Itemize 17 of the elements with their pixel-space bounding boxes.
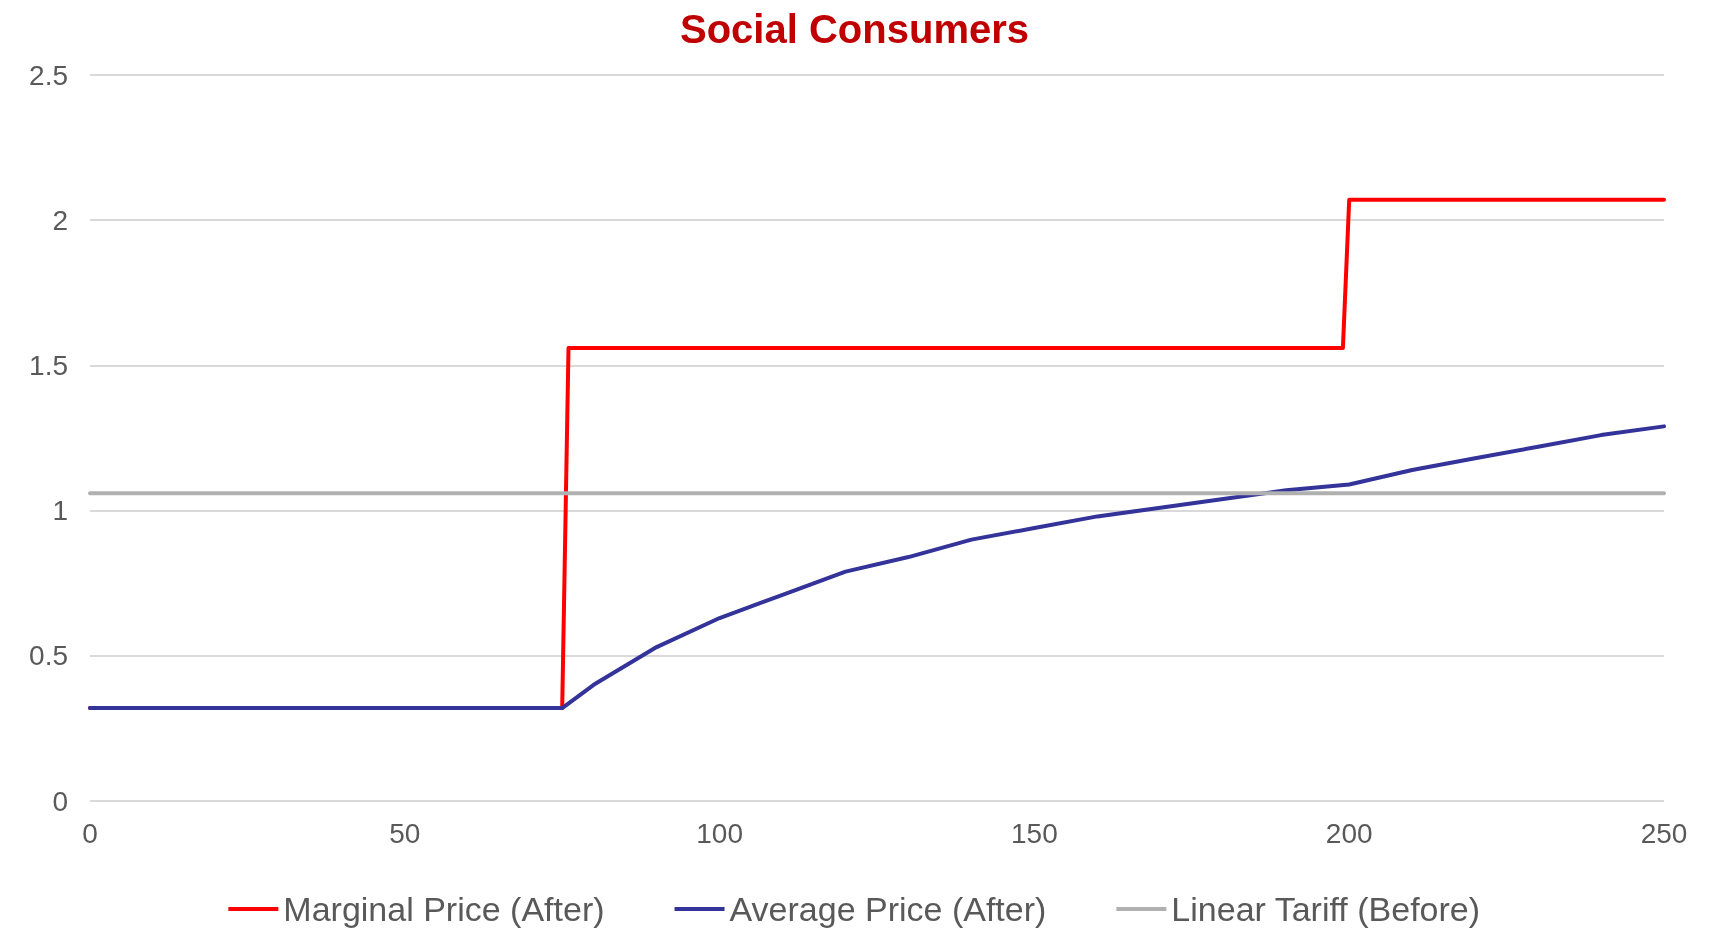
y-tick-label: 0.5 (29, 640, 68, 672)
x-tick-label: 250 (1640, 817, 1688, 849)
x-tick-label: 100 (696, 817, 743, 849)
legend-label: Marginal Price (After) (283, 890, 605, 928)
x-tick-label: 150 (1011, 817, 1058, 849)
y-tick-label: 0 (52, 785, 68, 817)
y-tick-label: 1.5 (29, 349, 68, 381)
x-tick-label: 200 (1325, 817, 1373, 849)
legend-label: Linear Tariff (Before) (1171, 890, 1481, 928)
chart-title: Social Consumers (679, 7, 1030, 51)
line-series (88, 424, 1666, 711)
legend-label: Average Price (After) (729, 890, 1047, 928)
x-tick-label: 50 (389, 817, 421, 849)
y-tick-label: 2 (52, 204, 68, 236)
x-tick-label: 0 (82, 817, 98, 849)
y-tick-label: 1 (52, 495, 68, 527)
y-tick-label: 2.5 (29, 59, 68, 91)
